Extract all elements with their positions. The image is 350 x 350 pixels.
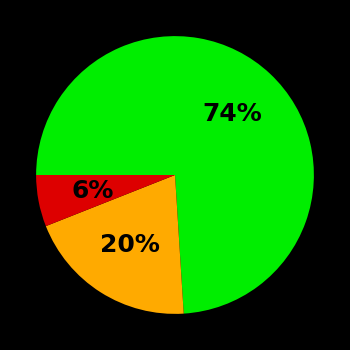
Wedge shape	[46, 175, 184, 314]
Wedge shape	[36, 175, 175, 226]
Wedge shape	[36, 36, 314, 314]
Text: 74%: 74%	[202, 102, 262, 126]
Text: 6%: 6%	[72, 178, 114, 203]
Text: 20%: 20%	[100, 233, 160, 257]
